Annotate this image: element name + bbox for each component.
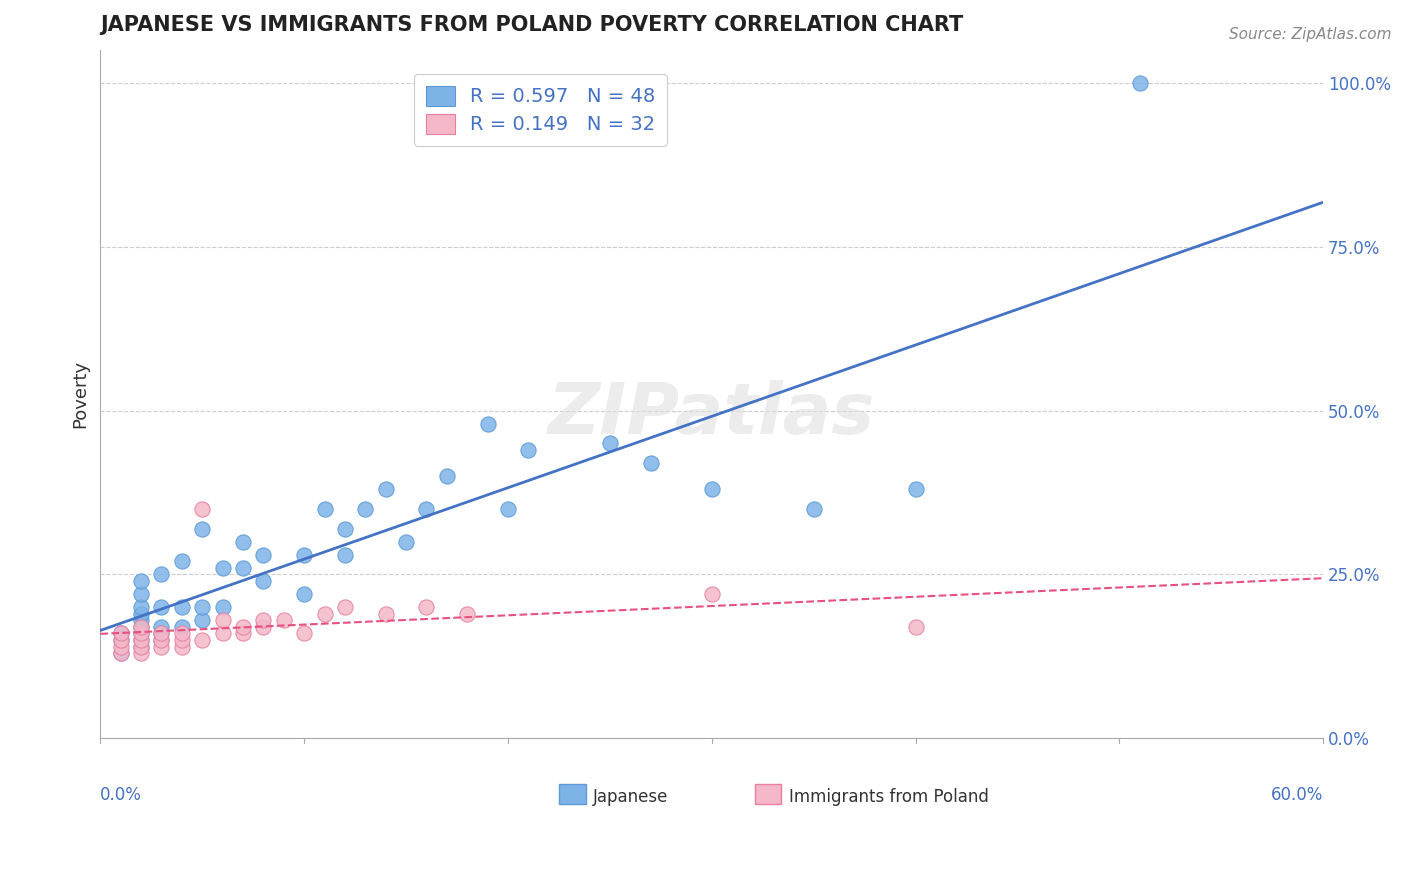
FancyBboxPatch shape: [560, 784, 586, 804]
Point: [129, 640, 152, 654]
Point: [129, 600, 152, 615]
Text: Japanese: Japanese: [593, 788, 668, 805]
Point: [150, 640, 173, 654]
Point: [333, 522, 356, 536]
Point: [395, 534, 418, 549]
Point: [191, 600, 214, 615]
Point: [110, 646, 132, 660]
Point: [129, 620, 152, 634]
Point: [170, 600, 193, 615]
Point: [496, 502, 519, 516]
Point: [517, 443, 540, 458]
Point: [150, 632, 173, 647]
Point: [252, 574, 274, 588]
Point: [803, 502, 825, 516]
Point: [191, 502, 214, 516]
Point: [170, 554, 193, 568]
Point: [170, 626, 193, 640]
Point: [292, 548, 315, 562]
Point: [129, 620, 152, 634]
Point: [129, 587, 152, 601]
Point: [477, 417, 499, 431]
Point: [232, 620, 254, 634]
Point: [232, 561, 254, 575]
Point: [170, 640, 193, 654]
Point: [129, 640, 152, 654]
Point: [129, 626, 152, 640]
Point: [314, 502, 336, 516]
Point: [333, 548, 356, 562]
Text: 0.0%: 0.0%: [100, 787, 142, 805]
Point: [252, 548, 274, 562]
Point: [170, 632, 193, 647]
Point: [314, 607, 336, 621]
Point: [273, 613, 295, 627]
Point: [252, 620, 274, 634]
Point: [436, 469, 458, 483]
Point: [110, 632, 132, 647]
Point: [211, 626, 233, 640]
Point: [354, 502, 377, 516]
Point: [110, 640, 132, 654]
Point: [129, 632, 152, 647]
Point: [129, 632, 152, 647]
Point: [110, 632, 132, 647]
Y-axis label: Poverty: Poverty: [72, 360, 89, 428]
Point: [904, 483, 927, 497]
Point: [456, 607, 478, 621]
Point: [150, 567, 173, 582]
Point: [599, 436, 621, 450]
Text: Source: ZipAtlas.com: Source: ZipAtlas.com: [1229, 27, 1392, 42]
Point: [640, 456, 662, 470]
Point: [333, 600, 356, 615]
Point: [110, 626, 132, 640]
Point: [191, 613, 214, 627]
Point: [150, 600, 173, 615]
Point: [150, 632, 173, 647]
Text: Immigrants from Poland: Immigrants from Poland: [789, 788, 988, 805]
Point: [292, 587, 315, 601]
Point: [374, 483, 396, 497]
Point: [904, 620, 927, 634]
Point: [211, 561, 233, 575]
Point: [232, 626, 254, 640]
Point: [415, 502, 437, 516]
Point: [700, 483, 723, 497]
Legend: R = 0.597   N = 48, R = 0.149   N = 32: R = 0.597 N = 48, R = 0.149 N = 32: [413, 74, 668, 146]
Point: [110, 646, 132, 660]
Point: [110, 626, 132, 640]
Point: [170, 620, 193, 634]
Point: [129, 607, 152, 621]
Point: [374, 607, 396, 621]
Point: [232, 534, 254, 549]
Point: [191, 522, 214, 536]
Point: [150, 620, 173, 634]
Text: ZIPatlas: ZIPatlas: [548, 381, 876, 450]
Point: [292, 626, 315, 640]
Point: [211, 613, 233, 627]
Text: JAPANESE VS IMMIGRANTS FROM POLAND POVERTY CORRELATION CHART: JAPANESE VS IMMIGRANTS FROM POLAND POVER…: [100, 15, 963, 35]
Point: [1129, 76, 1152, 90]
Point: [700, 587, 723, 601]
Point: [129, 613, 152, 627]
Point: [211, 600, 233, 615]
Point: [252, 613, 274, 627]
Point: [415, 600, 437, 615]
Point: [129, 646, 152, 660]
Point: [129, 574, 152, 588]
Text: 60.0%: 60.0%: [1271, 787, 1323, 805]
Point: [150, 626, 173, 640]
Point: [191, 632, 214, 647]
Point: [150, 626, 173, 640]
Point: [129, 626, 152, 640]
FancyBboxPatch shape: [755, 784, 782, 804]
